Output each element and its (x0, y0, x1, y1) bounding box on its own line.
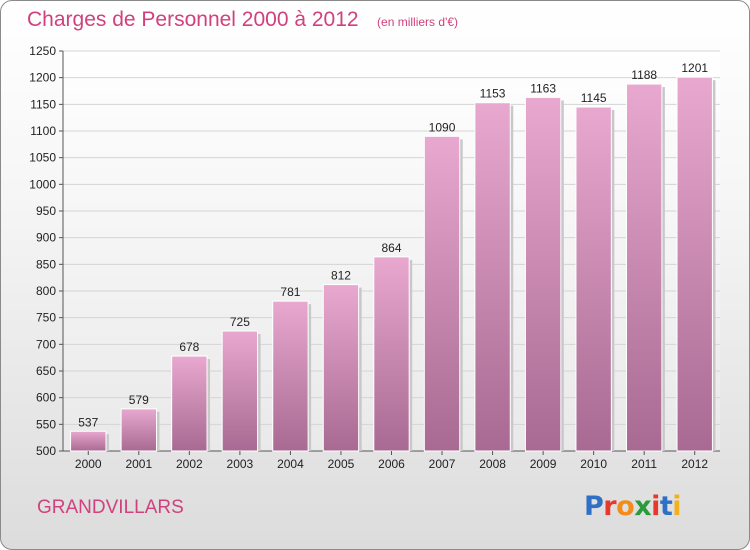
bar-value-label: 1090 (429, 120, 456, 134)
y-tick-label: 950 (36, 204, 56, 218)
bar (70, 430, 107, 452)
bar-value-label: 864 (381, 241, 401, 255)
x-tick-label: 2008 (479, 457, 506, 471)
y-tick-label: 800 (36, 284, 56, 298)
bar (676, 76, 713, 452)
bar-value-label: 1201 (681, 61, 708, 75)
chart-unit: (en milliers d'€) (377, 15, 459, 29)
bar-value-label: 781 (280, 285, 300, 299)
x-tick-label: 2001 (125, 457, 152, 471)
x-tick-label: 2004 (277, 457, 304, 471)
bar-value-label: 537 (78, 415, 98, 429)
x-tick-label: 2003 (227, 457, 254, 471)
y-tick-label: 1050 (29, 151, 56, 165)
y-tick-label: 1250 (29, 44, 56, 58)
chart-title-block: Charges de Personnel 2000 à 2012 (en mil… (27, 8, 458, 32)
y-tick-label: 1150 (30, 97, 56, 111)
y-tick-label: 550 (36, 417, 56, 431)
logo-letter: o (616, 491, 635, 522)
y-tick-label: 700 (36, 337, 56, 351)
commune-name: GRANDVILLARS (37, 497, 184, 518)
x-tick-label: 2012 (681, 457, 708, 471)
y-tick-label: 500 (36, 444, 56, 458)
bar-value-label: 1163 (530, 81, 556, 95)
bar (171, 355, 208, 452)
bar (221, 330, 259, 452)
x-tick-label: 2010 (580, 457, 607, 471)
bar (373, 256, 410, 452)
bar-value-label: 1145 (581, 91, 607, 105)
y-tick-label: 1100 (30, 124, 56, 138)
y-tick-label: 650 (36, 364, 56, 378)
logo-letter: x (634, 491, 652, 522)
proxiti-logo: Proxiti (584, 491, 682, 522)
x-tick-label: 2006 (378, 457, 405, 471)
y-tick-label: 1200 (29, 71, 56, 85)
bar (423, 135, 461, 452)
bar (474, 102, 511, 452)
logo-letter: i (672, 491, 682, 522)
y-tick-label: 750 (36, 311, 56, 325)
bar (575, 106, 612, 452)
bar (626, 83, 663, 452)
bar-value-label: 1153 (480, 87, 506, 101)
logo-letter: i (651, 491, 660, 522)
y-tick-label: 1000 (29, 177, 56, 191)
x-tick-label: 2009 (530, 457, 557, 471)
bar-value-label: 678 (179, 340, 199, 354)
bar-value-label: 725 (230, 315, 250, 329)
logo-letter: P (584, 491, 604, 522)
bar (322, 284, 360, 452)
bar-value-label: 579 (129, 393, 149, 407)
bar-value-label: 1188 (631, 68, 657, 82)
x-tick-label: 2002 (176, 457, 203, 471)
bar-value-label: 812 (331, 269, 351, 283)
bar (272, 300, 309, 452)
x-tick-label: 2007 (429, 457, 456, 471)
y-tick-label: 600 (36, 391, 56, 405)
x-tick-label: 2005 (328, 457, 355, 471)
logo-letter: t (659, 491, 673, 522)
bar (120, 408, 157, 452)
y-tick-label: 850 (36, 257, 56, 271)
logo-letter: r (603, 491, 617, 522)
bar (524, 96, 562, 452)
chart-title: Charges de Personnel 2000 à 2012 (27, 8, 359, 31)
x-tick-label: 2011 (631, 457, 657, 471)
x-tick-label: 2000 (75, 457, 102, 471)
y-tick-label: 900 (36, 231, 56, 245)
